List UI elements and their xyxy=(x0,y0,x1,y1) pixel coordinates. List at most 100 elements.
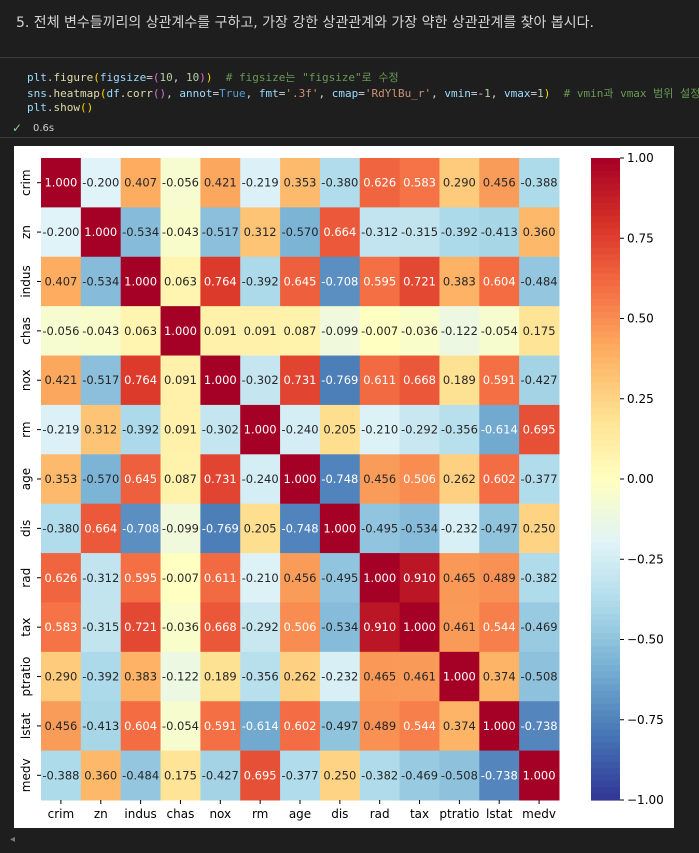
colorbar-segment xyxy=(591,209,620,217)
heatmap-cell xyxy=(399,750,440,801)
heatmap-cell xyxy=(519,701,560,752)
cell-annotation: 0.764 xyxy=(124,373,157,387)
heatmap-cell xyxy=(280,651,321,702)
heatmap-cell xyxy=(439,256,480,307)
heatmap-cell xyxy=(399,404,440,455)
heatmap-cell xyxy=(319,454,361,505)
heatmap-cell xyxy=(359,454,401,505)
cell-annotation: 0.645 xyxy=(284,274,317,288)
cell-annotation: -0.484 xyxy=(521,274,558,288)
code-token: , xyxy=(245,87,259,100)
colorbar-segment xyxy=(591,292,620,300)
colorbar-segment xyxy=(591,690,620,698)
colorbar-tick-label: 0.50 xyxy=(627,312,654,326)
execution-time: 0.6s xyxy=(33,123,55,134)
cell-divider xyxy=(0,57,699,58)
cell-annotation: -0.210 xyxy=(242,571,279,585)
heatmap-cell xyxy=(160,306,201,357)
code-token: # vmin과 vmax 범위 설정 xyxy=(550,87,699,100)
heatmap-cell xyxy=(479,602,520,653)
heatmap-cell xyxy=(120,306,162,357)
colorbar-segment xyxy=(591,600,620,608)
colorbar-tick-label: 0.25 xyxy=(627,392,654,406)
cell-annotation: -0.392 xyxy=(242,274,279,288)
cell-annotation: -0.495 xyxy=(361,521,398,535)
cell-annotation: 0.506 xyxy=(403,472,436,486)
code-token: plt xyxy=(27,101,47,114)
heatmap-cell xyxy=(41,158,82,208)
cell-annotation: 0.668 xyxy=(204,620,237,634)
cell-annotation: 0.383 xyxy=(443,274,476,288)
cell-annotation: -0.356 xyxy=(242,670,279,684)
cell-annotation: -0.292 xyxy=(401,423,438,437)
colorbar-segment xyxy=(591,594,620,602)
output-divider xyxy=(0,137,699,138)
code-line-3[interactable]: plt.show() xyxy=(27,101,93,114)
colorbar-segment xyxy=(591,767,620,775)
heatmap-cell xyxy=(439,207,480,258)
code-token: ) xyxy=(199,71,206,84)
heatmap-cell xyxy=(280,404,321,455)
code-token: , xyxy=(490,87,504,100)
heatmap-cell xyxy=(120,207,162,258)
colorbar-segment xyxy=(591,613,620,621)
cell-annotation: -0.099 xyxy=(321,324,358,338)
cell-annotation: -0.200 xyxy=(42,225,79,239)
x-tick-label: ptratio xyxy=(439,807,479,821)
cell-annotation: -0.738 xyxy=(481,768,518,782)
heatmap-cell xyxy=(240,404,281,455)
colorbar-segment xyxy=(591,279,620,287)
cell-annotation: -0.056 xyxy=(162,176,199,190)
heatmap-cell xyxy=(160,256,201,307)
code-token: 10 xyxy=(159,71,173,84)
cell-annotation: 0.461 xyxy=(403,670,436,684)
cell-annotation: -0.614 xyxy=(242,719,279,733)
cell-annotation: 0.290 xyxy=(44,670,77,684)
heatmap-cell xyxy=(399,207,440,258)
correlation-heatmap: 1.000 -0.200 0.407 -0.056 0.421 -0.219 0.353 -0… xyxy=(19,151,664,821)
heatmap-cell xyxy=(319,503,361,554)
heatmap-cell xyxy=(319,404,361,455)
cell-annotation: -0.043 xyxy=(82,324,119,338)
heatmap-cell xyxy=(439,503,480,554)
heatmap-cell xyxy=(399,454,440,505)
colorbar-segment xyxy=(591,427,620,435)
colorbar-segment xyxy=(591,472,620,480)
colorbar-segment xyxy=(591,652,620,660)
heatmap-cell xyxy=(240,651,281,702)
heatmap-cell xyxy=(80,553,122,603)
cell-annotation: -0.240 xyxy=(281,423,318,437)
heatmap-cell xyxy=(200,750,241,801)
colorbar-tick-label: −0.75 xyxy=(627,713,664,727)
code-token: ( xyxy=(152,71,160,84)
colorbar-tick-label: −0.25 xyxy=(627,552,664,566)
colorbar-segment xyxy=(591,735,620,743)
heatmap-cell xyxy=(41,404,82,455)
heatmap-cell xyxy=(399,701,440,752)
cell-annotation: -0.315 xyxy=(82,620,119,634)
cell-annotation: 0.353 xyxy=(284,176,317,190)
cell-annotation: -0.302 xyxy=(242,373,279,387)
code-line-1[interactable]: plt.figure(figsize=(10, 10)) # figsize는 … xyxy=(27,69,399,85)
heatmap-cell xyxy=(479,454,520,505)
code-line-2[interactable]: sns.heatmap(df.corr(), annot=True, fmt='… xyxy=(27,85,699,101)
cell-annotation: 0.465 xyxy=(363,670,396,684)
heatmap-cell xyxy=(439,651,480,702)
cell-annotation: -0.508 xyxy=(521,670,558,684)
heatmap-cell xyxy=(439,553,480,603)
heatmap-cell xyxy=(519,553,560,603)
cell-annotation: 0.175 xyxy=(523,324,556,338)
code-token: = xyxy=(278,87,286,100)
cell-annotation: 0.063 xyxy=(164,274,197,288)
cell-annotation: 0.583 xyxy=(403,176,436,190)
heatmap-cell xyxy=(479,750,520,801)
colorbar-segment xyxy=(591,446,620,454)
colorbar-segment xyxy=(591,568,620,576)
heatmap-cell xyxy=(160,355,201,406)
cell-annotation: 0.544 xyxy=(483,620,516,634)
heatmap-cell xyxy=(399,602,440,653)
code-cell[interactable]: plt.figure(figsize=(10, 10)) # figsize는 … xyxy=(0,59,699,121)
heatmap-cell xyxy=(200,553,241,603)
colorbar-segment xyxy=(591,440,620,448)
scroll-left-arrow[interactable]: ◂ xyxy=(10,834,16,845)
